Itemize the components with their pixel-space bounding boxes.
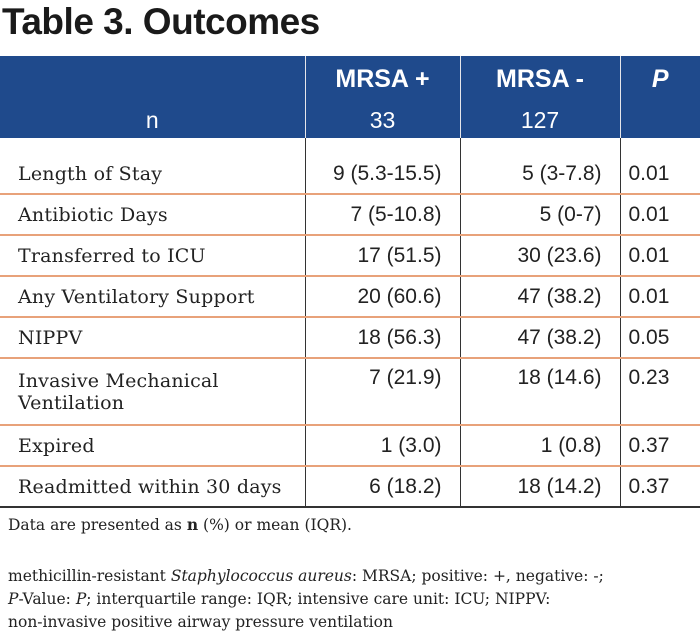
spacer-row [0, 138, 700, 154]
header-p-label: P [651, 64, 669, 93]
row-mrsa-positive: 9 (5.3-15.5) [304, 154, 460, 195]
row-mrsa-negative: 5 (0-7) [459, 194, 620, 236]
table-row: Transferred to ICU 17 (51.5) 30 (23.6) 0… [0, 235, 700, 277]
footnote-data-format: Data are presented as n (%) or mean (IQR… [8, 515, 352, 534]
row-mrsa-positive: 7 (5-10.8) [304, 194, 460, 236]
row-label: Any Ventilatory Support [0, 276, 305, 318]
table-row: Expired 1 (3.0) 1 (0.8) 0.37 [0, 425, 700, 467]
n-mrsa-negative: 127 [459, 102, 620, 138]
row-p-value: 0.23 [619, 358, 700, 426]
row-mrsa-positive: 18 (56.3) [304, 317, 460, 359]
row-p-value: 0.37 [619, 425, 700, 467]
table-row: NIPPV 18 (56.3) 47 (38.2) 0.05 [0, 317, 700, 359]
row-mrsa-negative: 18 (14.6) [459, 358, 620, 426]
row-p-value: 0.01 [619, 154, 700, 195]
row-mrsa-positive: 6 (18.2) [304, 466, 460, 508]
n-label: n [0, 102, 305, 138]
outcomes-table: MRSA + MRSA - P n 33 127 Length of Stay … [0, 56, 700, 508]
row-mrsa-positive: 7 (21.9) [304, 358, 460, 426]
table-row: Antibiotic Days 7 (5-10.8) 5 (0-7) 0.01 [0, 194, 700, 236]
row-label: NIPPV [0, 317, 305, 359]
header-mrsa-positive: MRSA + [304, 56, 460, 102]
row-mrsa-negative: 30 (23.6) [459, 235, 620, 277]
table-row: Length of Stay 9 (5.3-15.5) 5 (3-7.8) 0.… [0, 154, 700, 195]
n-mrsa-positive: 33 [304, 102, 460, 138]
row-label: Expired [0, 425, 305, 467]
footnote-n-symbol: n [186, 515, 199, 534]
row-p-value: 0.37 [619, 466, 700, 508]
row-mrsa-positive: 20 (60.6) [304, 276, 460, 318]
species-name: Staphylococcus aureus [170, 567, 352, 585]
row-label-line1: Invasive Mechanical [18, 369, 219, 392]
row-p-value: 0.05 [619, 317, 700, 359]
row-mrsa-negative: 47 (38.2) [459, 276, 620, 318]
table-row: Any Ventilatory Support 20 (60.6) 47 (38… [0, 276, 700, 318]
row-mrsa-negative: 5 (3-7.8) [459, 154, 620, 195]
row-label: Antibiotic Days [0, 194, 305, 236]
row-label: Length of Stay [0, 154, 305, 195]
row-p-value: 0.01 [619, 276, 700, 318]
row-mrsa-negative: 18 (14.2) [459, 466, 620, 508]
row-label-line2: Ventilation [18, 391, 125, 414]
row-mrsa-negative: 1 (0.8) [459, 425, 620, 467]
row-mrsa-positive: 17 (51.5) [304, 235, 460, 277]
header-p-value: P [619, 56, 700, 102]
row-mrsa-positive: 1 (3.0) [304, 425, 460, 467]
footnote-abbreviations: methicillin-resistant Staphylococcus aur… [8, 567, 604, 631]
row-p-value: 0.01 [619, 235, 700, 277]
header-mrsa-negative: MRSA - [459, 56, 620, 102]
row-label: Readmitted within 30 days [0, 466, 305, 508]
row-label: Transferred to ICU [0, 235, 305, 277]
row-mrsa-negative: 47 (38.2) [459, 317, 620, 359]
row-label: Invasive Mechanical Ventilation [0, 358, 305, 426]
table-title: Table 3. Outcomes [2, 1, 320, 42]
header-row: MRSA + MRSA - P [0, 56, 700, 102]
table-row: Invasive Mechanical Ventilation 7 (21.9) … [0, 358, 700, 426]
table-row: Readmitted within 30 days 6 (18.2) 18 (1… [0, 466, 700, 508]
header-empty-cell [0, 56, 305, 102]
row-p-value: 0.01 [619, 194, 700, 236]
n-row: n 33 127 [0, 102, 700, 138]
n-p-empty [619, 102, 700, 138]
